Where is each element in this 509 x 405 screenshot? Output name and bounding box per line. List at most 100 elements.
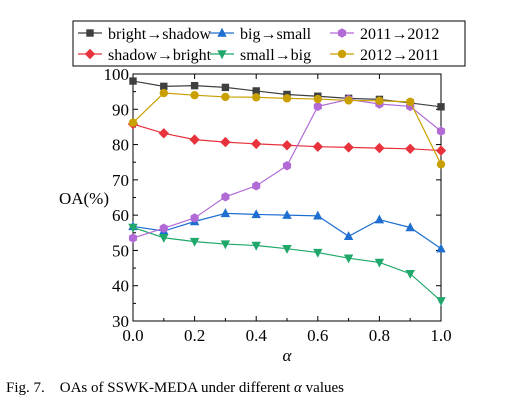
legend: bright→shadow big→small 2011→2012 shadow→br… <box>72 20 466 67</box>
data-point <box>221 83 230 92</box>
legend-item: shadow→bright <box>78 47 212 64</box>
data-point <box>128 118 138 127</box>
y-axis: 30 40 50 60 70 80 90 100 <box>104 65 441 331</box>
data-point <box>189 134 200 145</box>
data-point <box>437 103 445 111</box>
plot-border <box>132 73 442 322</box>
legend-item: 2011→2012 <box>330 26 439 43</box>
legend-label: 2011→2012 <box>360 26 439 43</box>
data-point <box>406 97 415 107</box>
data-point <box>220 240 231 250</box>
data-point <box>405 222 415 232</box>
legend-label: bright→shadow <box>108 26 212 43</box>
data-point <box>405 270 415 279</box>
x-tick-label: 1.0 <box>430 326 451 345</box>
data-point <box>220 136 231 148</box>
legend-label: big→small <box>240 26 312 43</box>
y-axis-label: OA(%) <box>59 189 109 208</box>
y-tick-label: 70 <box>112 171 129 190</box>
data-point <box>374 214 385 224</box>
data-point <box>128 223 138 233</box>
data-point <box>405 143 416 155</box>
x-tick-label: 0.8 <box>369 326 390 345</box>
data-point <box>158 128 169 139</box>
y-tick-label: 80 <box>112 136 129 155</box>
y-tick-label: 60 <box>112 206 129 225</box>
caption-alpha: α <box>294 380 302 396</box>
legend-marker <box>337 28 347 38</box>
data-point <box>189 237 200 247</box>
data-point <box>436 160 446 169</box>
data-point <box>313 210 323 220</box>
data-point <box>282 244 292 254</box>
caption-prefix: Fig. 7. <box>6 380 45 396</box>
data-point <box>252 87 260 95</box>
x-tick-label: 0.4 <box>246 326 268 345</box>
series-3 <box>128 223 446 307</box>
data-point <box>313 94 322 104</box>
line-chart: 30 40 50 60 70 80 90 100 0.0 0.2 0.4 0.6 0.8 1.0 bri… <box>59 20 466 365</box>
data-point <box>221 192 230 202</box>
legend-marker <box>84 48 96 60</box>
data-point <box>190 90 199 100</box>
y-tick-label: 90 <box>112 100 129 119</box>
data-point <box>436 126 446 136</box>
legend-item: small→big <box>210 47 311 64</box>
data-point <box>251 138 262 150</box>
x-axis: 0.0 0.2 0.4 0.6 0.8 1.0 <box>122 74 452 345</box>
data-point <box>159 88 168 98</box>
series-5 <box>128 88 446 169</box>
data-point <box>282 161 292 171</box>
caption-text: OAs of SSWK-MEDA under different <box>59 380 291 396</box>
y-tick-label: 30 <box>112 312 129 331</box>
data-point <box>252 93 261 102</box>
legend-label: 2012→2011 <box>360 47 439 64</box>
series-4 <box>128 94 446 243</box>
data-point <box>343 142 354 153</box>
data-point <box>344 96 353 105</box>
legend-marker <box>217 27 227 37</box>
legend-label: small→big <box>240 47 311 64</box>
series-1 <box>127 118 447 156</box>
data-point <box>190 213 199 223</box>
data-point <box>312 141 323 152</box>
data-point <box>128 233 138 243</box>
x-tick-label: 0.6 <box>307 326 328 345</box>
data-point <box>190 81 199 90</box>
data-point <box>435 145 447 156</box>
x-tick-label: 0.0 <box>122 326 143 345</box>
data-point <box>313 101 322 112</box>
data-point <box>313 248 323 258</box>
data-point <box>251 241 261 251</box>
x-axis-label: α <box>283 346 293 365</box>
y-tick-label: 40 <box>112 277 129 296</box>
legend-label: shadow→bright <box>108 47 212 64</box>
data-point <box>375 96 384 106</box>
y-tick-label: 50 <box>112 241 129 260</box>
data-point <box>159 234 169 243</box>
data-point <box>343 254 354 264</box>
data-point <box>282 209 292 219</box>
data-point <box>129 77 137 85</box>
legend-marker <box>217 50 227 60</box>
data-point <box>251 209 261 219</box>
y-tick-label: 100 <box>104 65 130 84</box>
data-point <box>221 92 230 102</box>
caption-suffix: values <box>305 380 344 396</box>
legend-marker <box>86 29 94 37</box>
data-point <box>436 243 446 253</box>
legend-item: bright→shadow <box>78 26 212 43</box>
data-point <box>374 258 385 268</box>
legend-box <box>72 20 466 67</box>
data-point <box>252 181 261 191</box>
data-point <box>343 231 354 241</box>
legend-item: big→small <box>210 26 312 43</box>
data-point <box>436 297 446 307</box>
series-layer <box>127 77 447 307</box>
data-point <box>281 140 293 151</box>
figure-caption: Fig. 7. OAs of SSWK-MEDA under different… <box>6 380 344 397</box>
data-point <box>220 208 231 218</box>
x-tick-label: 0.2 <box>184 326 205 345</box>
data-point <box>374 142 385 154</box>
data-point <box>159 223 168 233</box>
